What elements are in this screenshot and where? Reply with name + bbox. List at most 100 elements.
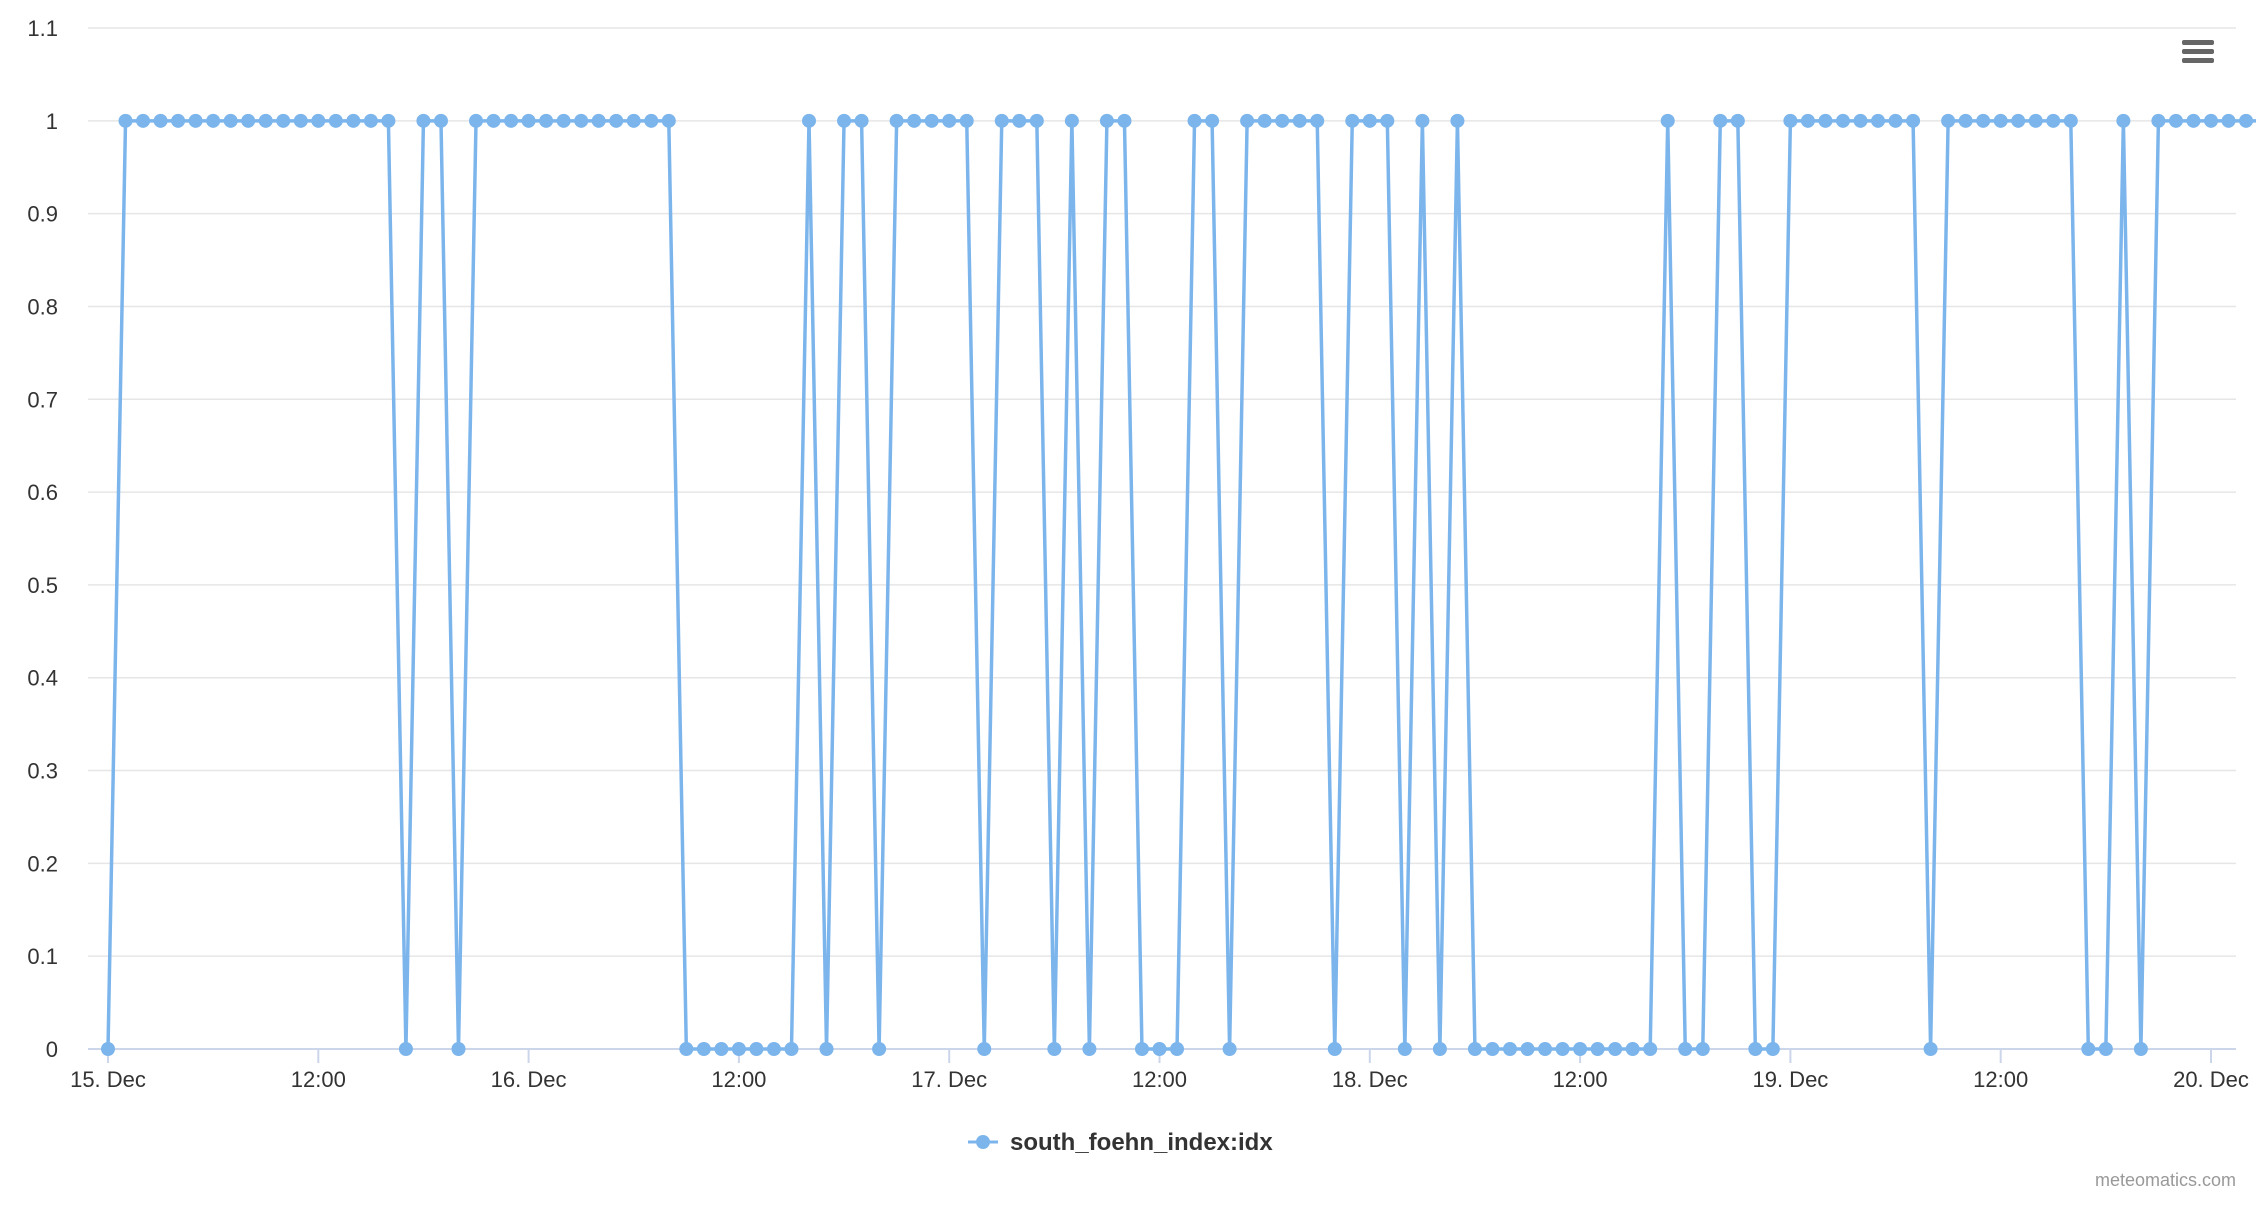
legend-item-label[interactable]: south_foehn_index:idx bbox=[1010, 1129, 1273, 1156]
data-point[interactable] bbox=[101, 1042, 115, 1056]
data-point[interactable] bbox=[1608, 1042, 1623, 1056]
data-point[interactable] bbox=[1765, 1042, 1780, 1056]
data-point[interactable] bbox=[469, 113, 484, 128]
data-point[interactable] bbox=[1906, 113, 1921, 128]
data-point[interactable] bbox=[1976, 113, 1991, 128]
data-point[interactable] bbox=[1327, 1042, 1342, 1056]
data-point[interactable] bbox=[1310, 113, 1325, 128]
data-point[interactable] bbox=[1467, 1042, 1482, 1056]
data-point[interactable] bbox=[1748, 1042, 1763, 1056]
credits-link[interactable]: meteomatics.com bbox=[2095, 1170, 2236, 1190]
data-point[interactable] bbox=[591, 113, 606, 128]
data-point[interactable] bbox=[1432, 1042, 1447, 1056]
series[interactable] bbox=[101, 113, 2256, 1056]
data-point[interactable] bbox=[1380, 113, 1395, 128]
data-point[interactable] bbox=[2168, 113, 2183, 128]
data-point[interactable] bbox=[907, 113, 922, 128]
data-point[interactable] bbox=[1152, 1042, 1167, 1056]
data-point[interactable] bbox=[1187, 113, 1202, 128]
data-point[interactable] bbox=[819, 1042, 834, 1056]
data-point[interactable] bbox=[854, 113, 869, 128]
data-point[interactable] bbox=[784, 1042, 799, 1056]
data-point[interactable] bbox=[2221, 113, 2236, 128]
data-point[interactable] bbox=[381, 113, 396, 128]
data-point[interactable] bbox=[1835, 113, 1850, 128]
data-point[interactable] bbox=[872, 1042, 887, 1056]
data-point[interactable] bbox=[1397, 1042, 1412, 1056]
data-point[interactable] bbox=[556, 113, 571, 128]
data-point[interactable] bbox=[1993, 113, 2008, 128]
data-point[interactable] bbox=[644, 113, 659, 128]
data-point[interactable] bbox=[626, 113, 641, 128]
data-point[interactable] bbox=[731, 1042, 746, 1056]
data-point[interactable] bbox=[977, 1042, 992, 1056]
data-point[interactable] bbox=[1485, 1042, 1500, 1056]
data-point[interactable] bbox=[1590, 1042, 1605, 1056]
data-point[interactable] bbox=[1625, 1042, 1640, 1056]
data-point[interactable] bbox=[1503, 1042, 1517, 1056]
data-point[interactable] bbox=[1958, 113, 1973, 128]
data-point[interactable] bbox=[1800, 113, 1815, 128]
data-point[interactable] bbox=[118, 113, 133, 128]
data-point[interactable] bbox=[1923, 1042, 1938, 1056]
data-point[interactable] bbox=[1643, 1042, 1658, 1056]
data-point[interactable] bbox=[1292, 113, 1307, 128]
data-point[interactable] bbox=[1047, 1042, 1062, 1056]
data-point[interactable] bbox=[416, 113, 431, 128]
data-point[interactable] bbox=[1555, 1042, 1570, 1056]
data-point[interactable] bbox=[696, 1042, 711, 1056]
data-point[interactable] bbox=[1029, 113, 1044, 128]
data-point[interactable] bbox=[1064, 113, 1079, 128]
data-point[interactable] bbox=[2028, 113, 2043, 128]
data-point[interactable] bbox=[1730, 113, 1745, 128]
data-point[interactable] bbox=[1695, 1042, 1710, 1056]
data-point[interactable] bbox=[1275, 113, 1290, 128]
data-point[interactable] bbox=[1240, 113, 1255, 128]
data-point[interactable] bbox=[2204, 113, 2218, 128]
data-point[interactable] bbox=[1713, 113, 1728, 128]
data-point[interactable] bbox=[1134, 1042, 1149, 1056]
data-point[interactable] bbox=[924, 113, 939, 128]
data-point[interactable] bbox=[276, 113, 291, 128]
data-point[interactable] bbox=[2081, 1042, 2096, 1056]
data-point[interactable] bbox=[1450, 113, 1465, 128]
data-point[interactable] bbox=[188, 113, 203, 128]
data-point[interactable] bbox=[661, 113, 676, 128]
data-point[interactable] bbox=[1538, 1042, 1553, 1056]
data-point[interactable] bbox=[1415, 113, 1430, 128]
data-point[interactable] bbox=[2063, 113, 2078, 128]
data-point[interactable] bbox=[328, 113, 343, 128]
data-point[interactable] bbox=[398, 1042, 413, 1056]
data-point[interactable] bbox=[241, 113, 256, 128]
data-point[interactable] bbox=[223, 113, 238, 128]
data-point[interactable] bbox=[363, 113, 378, 128]
data-point[interactable] bbox=[837, 113, 852, 128]
data-point[interactable] bbox=[153, 113, 168, 128]
data-point[interactable] bbox=[1520, 1042, 1535, 1056]
data-point[interactable] bbox=[206, 113, 221, 128]
data-point[interactable] bbox=[2133, 1042, 2148, 1056]
data-point[interactable] bbox=[766, 1042, 781, 1056]
data-point[interactable] bbox=[346, 113, 361, 128]
data-point[interactable] bbox=[994, 113, 1009, 128]
data-point[interactable] bbox=[942, 113, 957, 128]
data-point[interactable] bbox=[2239, 113, 2254, 128]
data-point[interactable] bbox=[1853, 113, 1868, 128]
data-point[interactable] bbox=[311, 113, 326, 128]
data-point[interactable] bbox=[1170, 1042, 1185, 1056]
data-point[interactable] bbox=[802, 113, 816, 128]
data-point[interactable] bbox=[293, 113, 308, 128]
data-point[interactable] bbox=[1871, 113, 1886, 128]
data-point[interactable] bbox=[433, 113, 448, 128]
data-point[interactable] bbox=[1257, 113, 1272, 128]
data-point[interactable] bbox=[2151, 113, 2166, 128]
data-point[interactable] bbox=[1012, 113, 1027, 128]
data-point[interactable] bbox=[171, 113, 186, 128]
data-point[interactable] bbox=[679, 1042, 694, 1056]
data-point[interactable] bbox=[2116, 113, 2131, 128]
data-point[interactable] bbox=[486, 113, 501, 128]
data-point[interactable] bbox=[136, 113, 151, 128]
data-point[interactable] bbox=[258, 113, 273, 128]
data-point[interactable] bbox=[1222, 1042, 1237, 1056]
data-point[interactable] bbox=[1888, 113, 1903, 128]
